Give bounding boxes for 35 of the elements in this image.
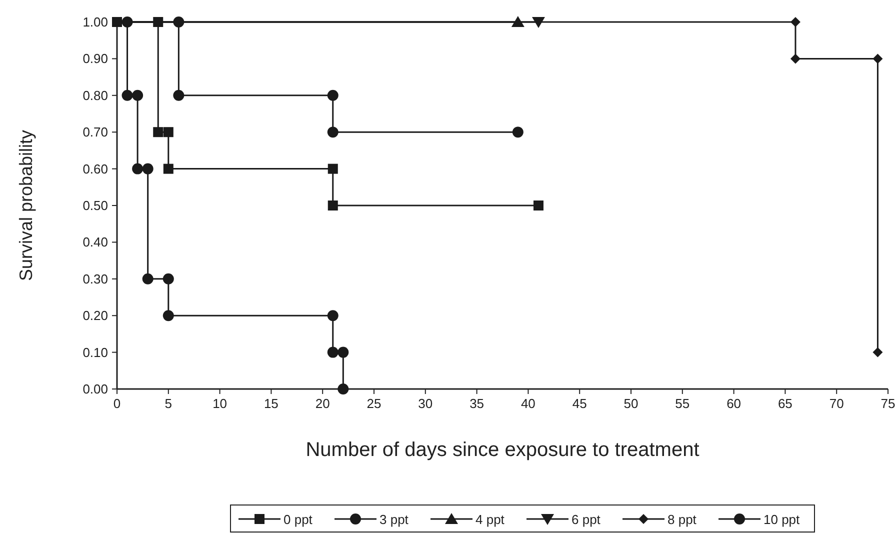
- x-tick-label: 70: [829, 396, 844, 411]
- legend-label: 8 ppt: [668, 512, 697, 527]
- y-tick-label: 0.50: [82, 198, 108, 213]
- x-tick-label: 50: [624, 396, 638, 411]
- legend-label: 4 ppt: [476, 512, 505, 527]
- legend-label: 10 ppt: [764, 512, 800, 527]
- x-tick-label: 60: [726, 396, 742, 411]
- y-tick-label: 0.60: [82, 161, 108, 176]
- y-tick-label: 0.10: [82, 344, 108, 360]
- x-tick-label: 65: [778, 396, 792, 411]
- x-tick-label: 30: [418, 396, 433, 411]
- x-tick-label: 55: [675, 396, 690, 411]
- x-tick-label: 35: [470, 396, 484, 411]
- x-tick-label: 15: [264, 396, 278, 411]
- y-tick-label: 0.40: [82, 234, 108, 250]
- y-tick-label: 0.20: [82, 308, 108, 324]
- y-tick-label: 0.30: [82, 271, 108, 286]
- y-tick-label: 1.00: [82, 14, 108, 30]
- x-tick-label: 10: [212, 396, 228, 411]
- x-axis-title: Number of days since exposure to treatment: [306, 439, 700, 461]
- x-tick-label: 5: [164, 396, 172, 411]
- x-tick-label: 40: [520, 396, 536, 411]
- legend-label: 6 ppt: [572, 512, 601, 527]
- x-tick-label: 20: [315, 396, 330, 411]
- y-tick-label: 0.00: [82, 382, 108, 396]
- y-tick-label: 0.90: [82, 51, 108, 66]
- y-tick-label: 0.80: [82, 88, 108, 103]
- x-tick-label: 0: [113, 396, 121, 411]
- y-axis-title: Survival probability: [16, 130, 36, 282]
- y-tick-label: 0.70: [82, 124, 108, 140]
- x-tick-label: 25: [366, 396, 382, 411]
- legend-label: 0 ppt: [284, 512, 313, 527]
- x-tick-label: 45: [572, 396, 587, 411]
- x-tick-label: 75: [880, 396, 895, 411]
- legend-label: 3 ppt: [380, 512, 409, 527]
